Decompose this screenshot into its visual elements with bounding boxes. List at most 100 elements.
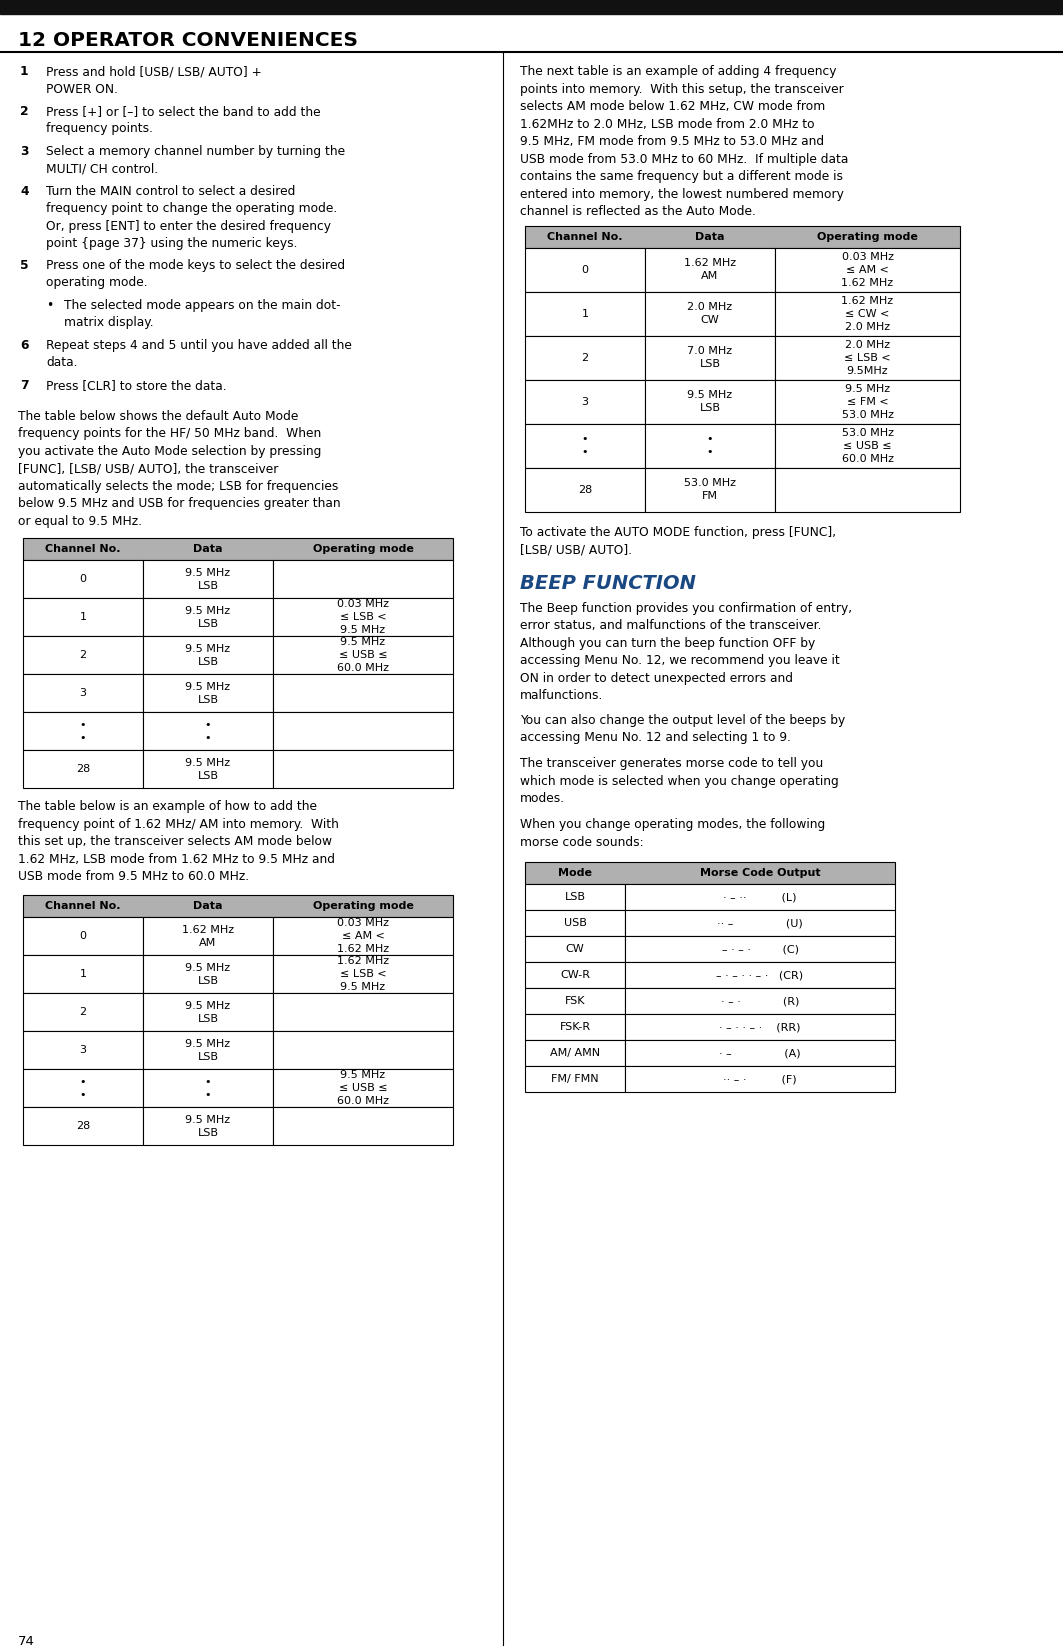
Text: 9.5 MHz
≤ USB ≤
60.0 MHz: 9.5 MHz ≤ USB ≤ 60.0 MHz <box>337 1070 389 1106</box>
Bar <box>273 636 453 674</box>
Bar <box>525 380 645 424</box>
Bar <box>144 918 273 956</box>
Text: •: • <box>46 299 53 312</box>
Text: 1.62 MHz
≤ CW <
2.0 MHz: 1.62 MHz ≤ CW < 2.0 MHz <box>842 296 894 332</box>
Bar <box>525 936 625 963</box>
Text: 2: 2 <box>80 1007 86 1017</box>
Text: 1: 1 <box>80 613 86 622</box>
Text: 9.5 MHz
LSB: 9.5 MHz LSB <box>185 644 231 667</box>
Text: BEEP FUNCTION: BEEP FUNCTION <box>520 573 696 593</box>
Bar <box>525 292 645 335</box>
Text: 9.5 MHz
LSB: 9.5 MHz LSB <box>688 390 732 413</box>
Bar <box>144 956 273 994</box>
Bar <box>273 918 453 956</box>
Bar <box>525 335 645 380</box>
Text: 1.62 MHz
≤ LSB <
9.5 MHz: 1.62 MHz ≤ LSB < 9.5 MHz <box>337 956 389 992</box>
Text: 0: 0 <box>80 575 86 584</box>
Bar <box>625 885 895 910</box>
Text: 5: 5 <box>20 259 29 272</box>
Text: •
•: • • <box>205 1076 212 1100</box>
Bar <box>23 712 144 750</box>
Text: 3: 3 <box>581 396 589 406</box>
Text: · – · · – ·    (RR): · – · · – · (RR) <box>720 1022 800 1032</box>
Bar <box>525 248 645 292</box>
Bar <box>23 1070 144 1108</box>
Text: The Beep function provides you confirmation of entry,
error status, and malfunct: The Beep function provides you confirmat… <box>520 601 853 702</box>
Text: The table below shows the default Auto Mode
frequency points for the HF/ 50 MHz : The table below shows the default Auto M… <box>18 409 340 528</box>
Text: 9.5 MHz
LSB: 9.5 MHz LSB <box>185 758 231 781</box>
Bar <box>625 963 895 989</box>
Text: Data: Data <box>695 231 725 241</box>
Text: 0.03 MHz
≤ AM <
1.62 MHz: 0.03 MHz ≤ AM < 1.62 MHz <box>842 253 894 287</box>
Text: 0: 0 <box>581 264 589 274</box>
Text: 9.5 MHz
LSB: 9.5 MHz LSB <box>185 1038 231 1062</box>
Text: Turn the MAIN control to select a desired
frequency point to change the operatin: Turn the MAIN control to select a desire… <box>46 185 337 251</box>
Bar <box>775 292 960 335</box>
Bar <box>625 1014 895 1040</box>
Text: 1: 1 <box>80 969 86 979</box>
Text: Channel No.: Channel No. <box>46 901 121 911</box>
Text: 9.5 MHz
LSB: 9.5 MHz LSB <box>185 606 231 629</box>
Bar <box>273 560 453 598</box>
Text: 74: 74 <box>18 1634 35 1648</box>
Bar <box>625 910 895 936</box>
Text: 0.03 MHz
≤ LSB <
9.5 MHz: 0.03 MHz ≤ LSB < 9.5 MHz <box>337 599 389 636</box>
Text: 2.0 MHz
≤ LSB <
9.5MHz: 2.0 MHz ≤ LSB < 9.5MHz <box>844 340 891 375</box>
Text: 1: 1 <box>581 309 589 319</box>
Text: FSK: FSK <box>564 996 586 1007</box>
Text: 9.5 MHz
≤ FM <
53.0 MHz: 9.5 MHz ≤ FM < 53.0 MHz <box>842 385 894 419</box>
Bar <box>144 560 273 598</box>
Text: Press [CLR] to store the data.: Press [CLR] to store the data. <box>46 378 226 391</box>
Bar <box>23 895 453 918</box>
Bar <box>144 1108 273 1146</box>
Bar <box>525 1067 625 1093</box>
Bar <box>525 467 645 512</box>
Text: You can also change the output level of the beeps by
accessing Menu No. 12 and s: You can also change the output level of … <box>520 713 845 745</box>
Bar <box>525 862 895 885</box>
Bar <box>23 636 144 674</box>
Text: FSK-R: FSK-R <box>559 1022 591 1032</box>
Bar <box>525 1014 625 1040</box>
Bar <box>144 1070 273 1108</box>
Text: 2: 2 <box>581 353 589 363</box>
Text: USB: USB <box>563 918 587 928</box>
Text: Operating mode: Operating mode <box>817 231 918 241</box>
Text: Press and hold [USB/ LSB/ AUTO] +
POWER ON.: Press and hold [USB/ LSB/ AUTO] + POWER … <box>46 64 261 96</box>
Text: 53.0 MHz
FM: 53.0 MHz FM <box>684 479 736 502</box>
Text: Channel No.: Channel No. <box>46 545 121 555</box>
Text: Repeat steps 4 and 5 until you have added all the
data.: Repeat steps 4 and 5 until you have adde… <box>46 338 352 370</box>
Text: Mode: Mode <box>558 868 592 878</box>
Text: 28: 28 <box>578 485 592 495</box>
Text: 3: 3 <box>80 688 86 698</box>
Text: Channel No.: Channel No. <box>547 231 623 241</box>
Text: 9.5 MHz
LSB: 9.5 MHz LSB <box>185 963 231 986</box>
Bar <box>273 1070 453 1108</box>
Bar <box>525 910 625 936</box>
Text: CW-R: CW-R <box>560 971 590 981</box>
Text: Operating mode: Operating mode <box>313 545 414 555</box>
Bar <box>144 636 273 674</box>
Bar <box>23 994 144 1032</box>
Text: •
•: • • <box>80 720 86 743</box>
Text: •
•: • • <box>707 434 713 457</box>
Bar <box>23 1032 144 1070</box>
Text: To activate the AUTO MODE function, press [FUNC],
[LSB/ USB/ AUTO].: To activate the AUTO MODE function, pres… <box>520 525 837 556</box>
Text: 0: 0 <box>80 931 86 941</box>
Bar <box>645 248 775 292</box>
Text: •
•: • • <box>581 434 588 457</box>
Bar <box>0 0 1063 13</box>
Text: •
•: • • <box>205 720 212 743</box>
Text: 9.5 MHz
LSB: 9.5 MHz LSB <box>185 1114 231 1138</box>
Text: · –               (A): · – (A) <box>720 1048 800 1058</box>
Bar <box>775 248 960 292</box>
Bar <box>144 994 273 1032</box>
Bar <box>525 1040 625 1067</box>
Bar <box>645 467 775 512</box>
Text: 2: 2 <box>80 650 86 660</box>
Text: ·· – ·          (F): ·· – · (F) <box>723 1075 797 1085</box>
Bar <box>144 674 273 712</box>
Bar <box>23 538 453 560</box>
Text: 9.5 MHz
≤ USB ≤
60.0 MHz: 9.5 MHz ≤ USB ≤ 60.0 MHz <box>337 637 389 674</box>
Text: 2: 2 <box>20 106 29 117</box>
Text: – · – · · – ·   (CR): – · – · · – · (CR) <box>716 971 804 981</box>
